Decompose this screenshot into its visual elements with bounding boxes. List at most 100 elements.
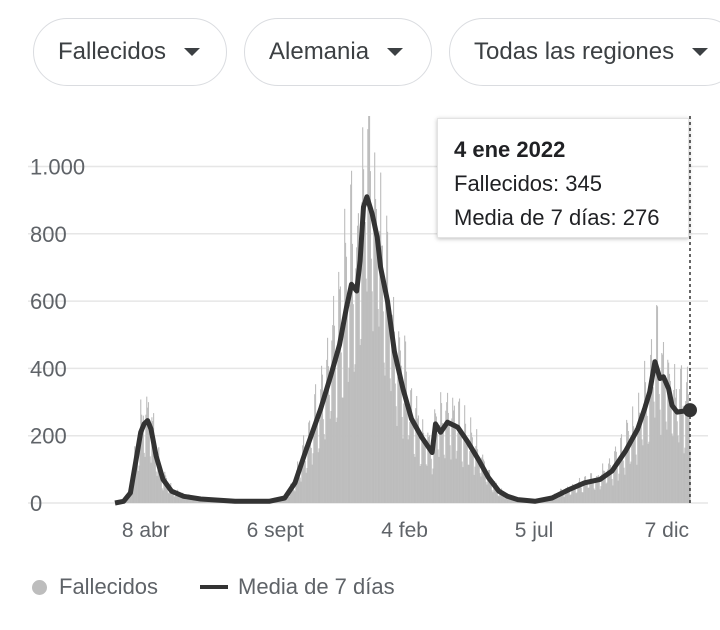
daily-bar — [388, 313, 390, 503]
daily-bar — [501, 491, 503, 503]
daily-bar — [414, 456, 416, 503]
daily-bar — [608, 458, 611, 503]
daily-bar — [158, 447, 160, 503]
daily-bar — [566, 488, 568, 503]
daily-bar — [184, 497, 186, 503]
daily-bar — [159, 462, 161, 503]
country-dropdown[interactable]: Alemania — [244, 18, 432, 86]
daily-bar — [362, 127, 364, 504]
daily-bar — [590, 473, 592, 503]
daily-bar — [578, 481, 580, 503]
daily-bar — [303, 435, 305, 503]
daily-bar — [430, 458, 432, 503]
daily-bar — [337, 359, 339, 503]
daily-bar — [329, 418, 331, 503]
daily-bar — [456, 450, 458, 503]
daily-bar — [422, 432, 425, 503]
daily-bar — [313, 423, 315, 503]
daily-bar — [301, 461, 303, 503]
daily-bar — [502, 494, 504, 503]
daily-bar — [381, 245, 383, 504]
daily-bar — [423, 437, 425, 503]
daily-bar — [411, 422, 413, 503]
daily-bar — [332, 325, 334, 503]
daily-bar — [410, 390, 412, 503]
region-dropdown-label: Todas las regiones — [474, 38, 675, 65]
daily-bar — [637, 431, 639, 503]
daily-bar — [333, 325, 335, 503]
daily-bar — [656, 306, 659, 503]
x-tick-label: 4 feb — [381, 519, 428, 542]
daily-bar — [601, 474, 603, 503]
daily-bar — [415, 408, 417, 503]
daily-bar — [445, 410, 447, 503]
daily-bar — [444, 458, 446, 503]
daily-bar — [462, 467, 464, 503]
daily-bar — [644, 360, 646, 503]
daily-bar — [508, 496, 510, 503]
daily-bar — [412, 420, 414, 503]
daily-bar — [440, 403, 443, 503]
daily-bar — [298, 472, 300, 503]
daily-bar — [503, 496, 505, 503]
daily-bar — [405, 371, 407, 503]
daily-bar — [443, 454, 445, 503]
metric-dropdown[interactable]: Fallecidos — [33, 18, 227, 86]
daily-bar — [314, 394, 316, 503]
deaths-chart[interactable]: 0 200 400 600 800 1.000 8 abr 6 sept 4 feb 5 jul 7… — [0, 100, 720, 560]
x-tick-label: 6 sept — [247, 519, 304, 542]
daily-bar — [197, 499, 199, 503]
daily-bar — [505, 495, 507, 503]
daily-bar — [164, 471, 166, 503]
daily-bar — [446, 402, 448, 503]
daily-bar — [674, 364, 676, 503]
daily-bar — [674, 397, 677, 503]
daily-bar — [500, 488, 503, 503]
daily-bar — [295, 476, 297, 503]
daily-bar — [393, 296, 395, 503]
daily-bar — [447, 412, 449, 503]
y-tick-label: 1.000 — [30, 154, 85, 179]
daily-bar — [608, 463, 610, 503]
daily-bar — [141, 426, 144, 503]
daily-bar — [296, 470, 298, 503]
daily-bar — [433, 442, 435, 503]
daily-bar — [598, 479, 600, 503]
daily-bar — [614, 446, 617, 503]
daily-bar — [595, 478, 597, 503]
daily-bar — [355, 268, 357, 503]
daily-bar — [581, 492, 583, 503]
daily-bar — [293, 490, 295, 503]
daily-bar — [660, 434, 662, 503]
daily-bar — [410, 388, 413, 503]
daily-bar — [461, 461, 463, 503]
daily-bar — [567, 488, 569, 503]
daily-bar — [632, 426, 635, 503]
daily-bar — [500, 489, 502, 503]
daily-bar — [495, 482, 497, 503]
daily-bar — [346, 295, 348, 503]
daily-bar — [476, 449, 479, 503]
daily-bar — [464, 405, 466, 503]
daily-bar — [470, 417, 472, 503]
legend-average-label: Media de 7 días — [238, 574, 395, 599]
daily-bar — [563, 497, 565, 503]
daily-bar — [387, 300, 389, 503]
daily-bar — [629, 463, 631, 503]
daily-bar — [669, 380, 671, 503]
daily-bar — [434, 413, 437, 503]
daily-bar — [552, 499, 554, 503]
daily-bar — [156, 475, 158, 503]
daily-bar — [515, 500, 517, 503]
daily-bar — [126, 499, 128, 503]
daily-bar — [620, 437, 622, 503]
daily-bar — [148, 430, 150, 503]
daily-bar — [342, 397, 344, 503]
daily-bar — [400, 365, 402, 503]
daily-bar — [436, 433, 438, 503]
region-dropdown[interactable]: Todas las regiones — [449, 18, 720, 86]
daily-bar — [626, 419, 628, 503]
daily-bar — [671, 433, 673, 503]
daily-bar — [439, 424, 441, 503]
daily-bar — [305, 472, 307, 503]
